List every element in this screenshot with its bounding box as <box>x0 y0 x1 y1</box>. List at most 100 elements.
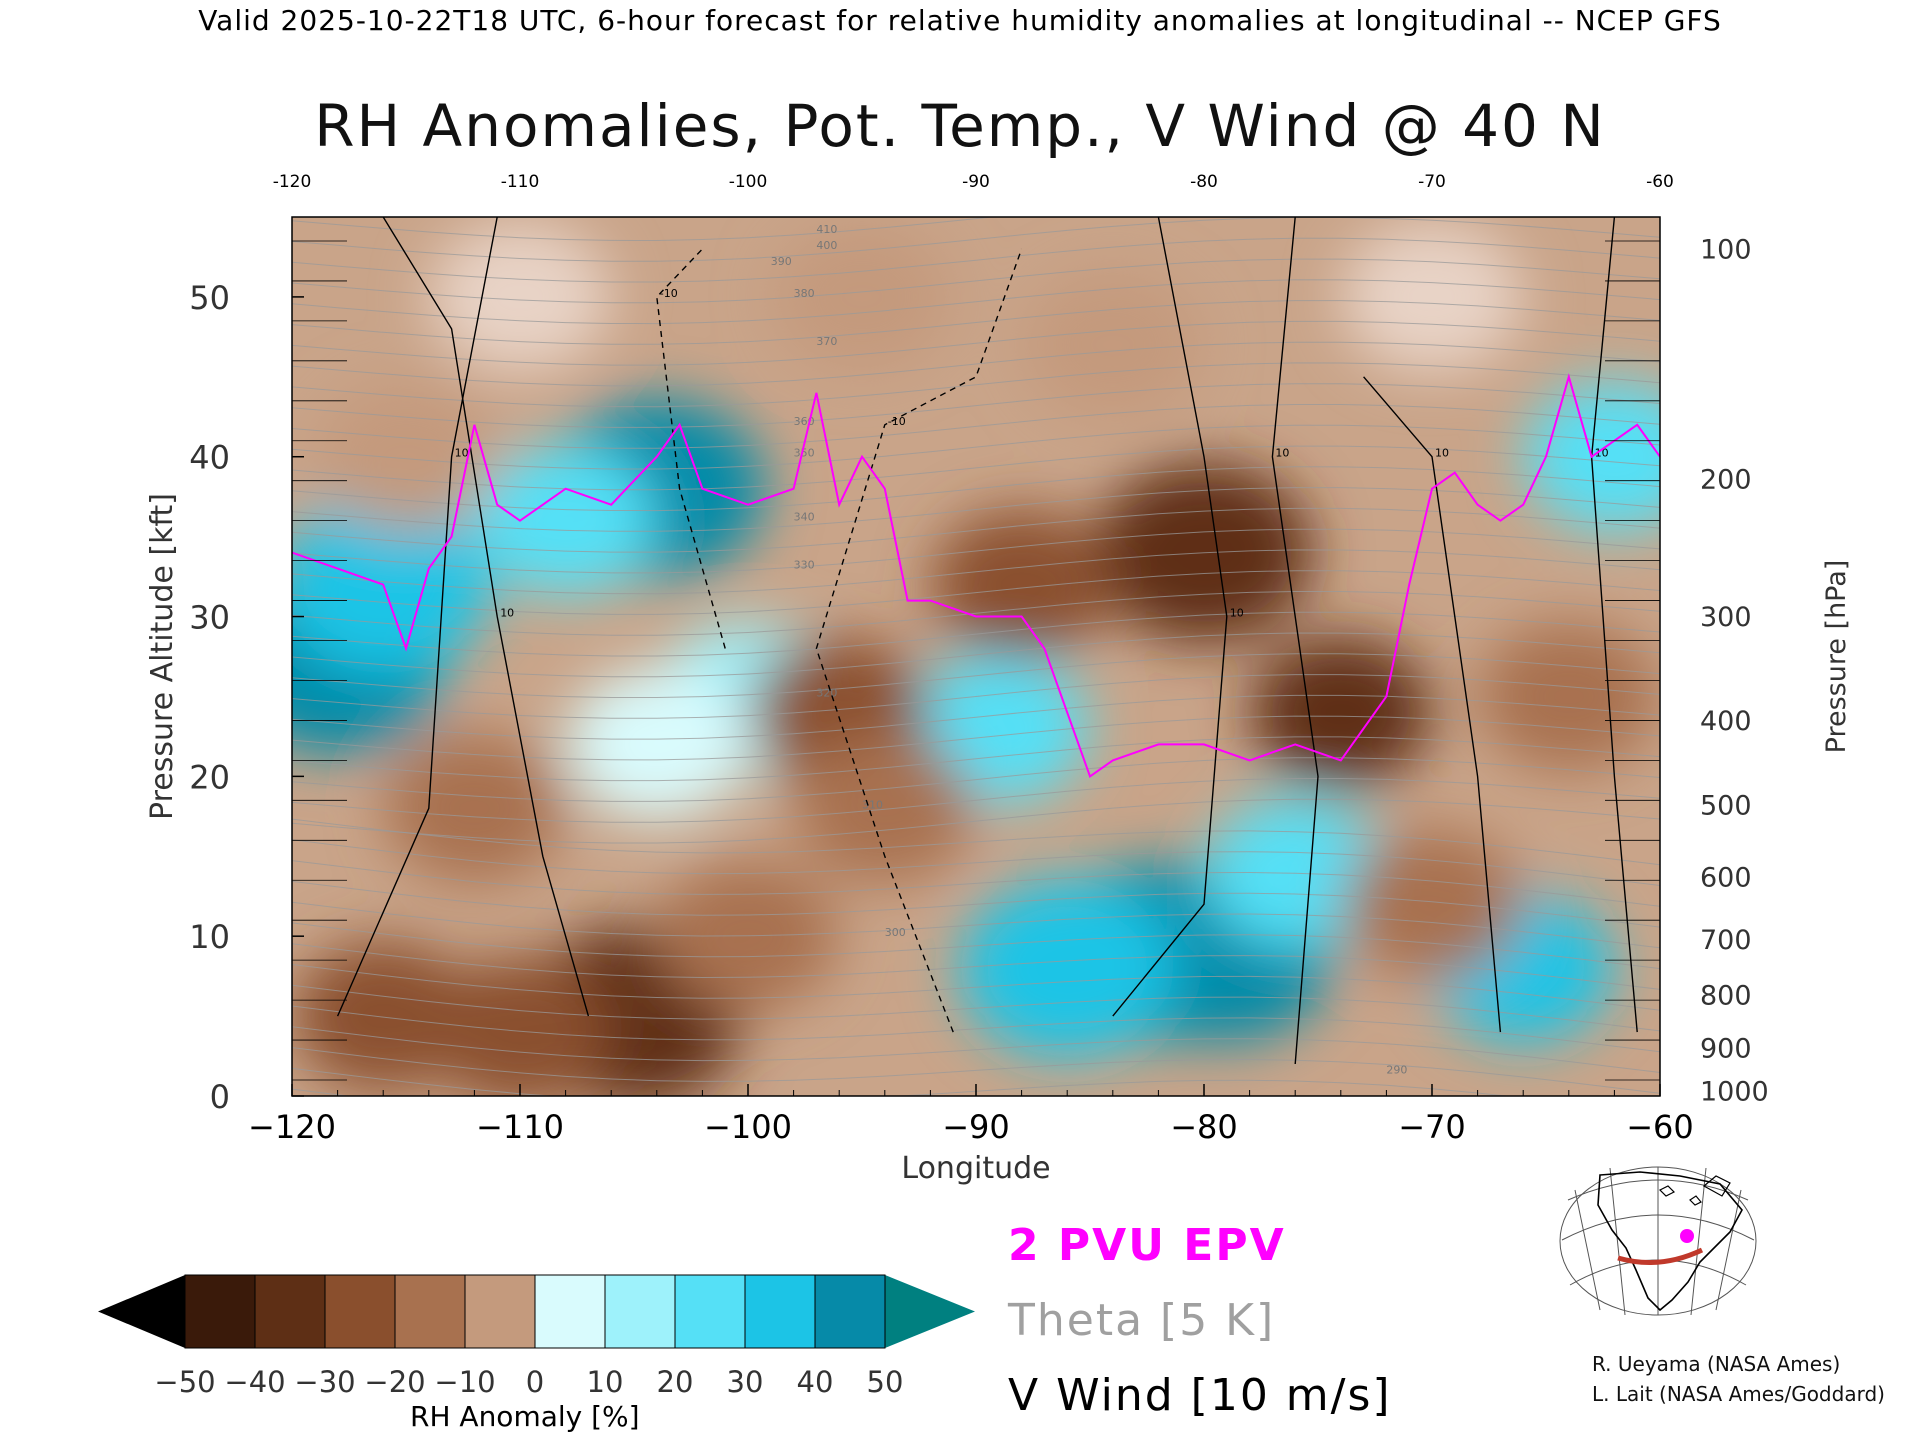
theta-contour-label: 400 <box>816 239 837 252</box>
pressure-tick-label: 200 <box>1700 465 1752 496</box>
rh-anomaly-cell <box>772 221 952 372</box>
y-tick-label: 0 <box>210 1078 230 1116</box>
theta-contour <box>292 445 1660 491</box>
pressure-tick-label: 400 <box>1700 706 1752 737</box>
x-tick-label: −70 <box>1398 1108 1466 1146</box>
theta-contour <box>292 237 1660 283</box>
theta-contour-label: 330 <box>794 559 815 572</box>
colorbar-swatch <box>184 1274 256 1349</box>
rh-anomaly-cell <box>1342 829 1522 980</box>
rh-anomaly-cell <box>566 669 747 820</box>
colorbar-tick-label: 40 <box>797 1365 834 1399</box>
rh-anomaly-cell <box>931 509 1112 660</box>
pressure-tick-label: 700 <box>1700 925 1752 956</box>
v-wind-contour-label: 10 <box>455 447 469 460</box>
theta-contour <box>292 778 1660 823</box>
legend-epv: 2 PVU EPV <box>1008 1220 1286 1271</box>
theta-contour <box>292 591 1660 636</box>
theta-contour <box>292 217 997 242</box>
v-wind-contour <box>382 217 590 1017</box>
theta-contour-label: 350 <box>794 447 815 460</box>
colorbar-tick-label: 0 <box>526 1365 544 1399</box>
chart-title: RH Anomalies, Pot. Temp., V Wind @ 40 N <box>314 92 1606 160</box>
x-tick-label: −120 <box>248 1108 336 1146</box>
theta-contour <box>292 341 1660 387</box>
colorbar-tick-label: 30 <box>727 1365 764 1399</box>
y-axis-label: Pressure Altitude [kft] <box>145 493 180 820</box>
theta-contour <box>292 424 1660 470</box>
v-wind-contour-label: -10 <box>888 415 906 428</box>
credit-line-2: L. Lait (NASA Ames/Goddard) <box>1592 1382 1885 1406</box>
v-wind-contour <box>1590 217 1638 1033</box>
colorbar-over-triangle <box>885 1275 975 1348</box>
pressure-tick-label: 900 <box>1700 1033 1752 1064</box>
theta-contour <box>292 1005 1660 1053</box>
inset-land <box>1597 1171 1743 1312</box>
top-tick-label: -90 <box>962 172 990 192</box>
rh-anomaly-cell <box>293 941 474 1092</box>
rh-anomaly-cell <box>1250 637 1431 788</box>
theta-contour <box>292 279 1660 325</box>
theta-contour <box>292 611 1660 657</box>
theta-contour-label: 410 <box>816 223 837 236</box>
rh-anomaly-cell <box>475 445 656 596</box>
legend-vwind: V Wind [10 m/s] <box>1008 1370 1392 1421</box>
pressure-tick-label: 1000 <box>1700 1077 1769 1108</box>
v-wind-contour <box>1363 376 1502 1033</box>
rh-anomaly-cell <box>794 733 975 884</box>
inset-location-marker <box>1680 1229 1694 1243</box>
colorbar-tick-label: 20 <box>657 1365 694 1399</box>
colorbar-swatch <box>394 1274 466 1349</box>
top-tick-label: -110 <box>501 172 540 192</box>
colorbar-swatch <box>534 1274 606 1349</box>
x-axis-label: Longitude <box>901 1151 1050 1186</box>
v-wind-contour-label: 10 <box>1595 447 1609 460</box>
theta-contour <box>292 217 1660 262</box>
theta-contour-label: 320 <box>816 686 837 699</box>
x-tick-label: −110 <box>476 1108 564 1146</box>
top-tick-label: -100 <box>729 172 768 192</box>
x-tick-label: −90 <box>942 1108 1010 1146</box>
theta-contour <box>292 674 1660 719</box>
theta-contour <box>292 507 1660 553</box>
colorbar-tick-label: −40 <box>224 1365 285 1399</box>
pressure-tick-label: 300 <box>1700 602 1752 633</box>
x-tick-label: −80 <box>1170 1108 1238 1146</box>
legend-theta: Theta [5 K] <box>1008 1295 1276 1346</box>
theta-contour <box>292 632 1660 678</box>
pressure-tick-label: 500 <box>1700 791 1752 822</box>
theta-contour <box>292 258 1660 304</box>
theta-contour <box>292 362 1660 408</box>
colorbar-swatch <box>254 1274 326 1349</box>
theta-contour <box>292 922 1660 970</box>
theta-contour <box>292 1026 1660 1073</box>
theta-contour-label: 380 <box>794 287 815 300</box>
y-tick-label: 50 <box>189 279 230 317</box>
v-wind-contour-label: -10 <box>660 287 678 300</box>
top-tick-label: -120 <box>273 172 312 192</box>
theta-contour <box>292 798 1660 844</box>
x-tick-label: −60 <box>1626 1108 1694 1146</box>
pressure-tick-label: 100 <box>1700 234 1752 265</box>
theta-contour-label: 340 <box>794 511 815 524</box>
theta-contour <box>292 1047 1660 1094</box>
rh-anomaly-cell <box>1205 797 1386 948</box>
rh-anomaly-cell <box>1478 621 1659 772</box>
colorbar-tick-label: −20 <box>364 1365 425 1399</box>
rh-anomaly-cell <box>384 733 565 884</box>
theta-contour <box>292 860 1660 907</box>
theta-contour <box>292 549 1660 595</box>
theta-contour <box>292 715 1660 761</box>
theta-contour-label: 290 <box>1386 1064 1407 1077</box>
theta-contour <box>292 943 1660 990</box>
theta-contour <box>292 880 1660 928</box>
theta-contour <box>292 528 1660 574</box>
rh-anomaly-cell <box>430 221 610 372</box>
colorbar-swatch <box>744 1274 816 1349</box>
y-axis-right-label: Pressure [hPa] <box>1821 560 1852 754</box>
theta-contour-label: 390 <box>771 255 792 268</box>
rh-anomaly-cell <box>1022 269 1203 420</box>
v-wind-contour <box>815 248 1023 1033</box>
theta-contour-label: 420 <box>383 207 404 220</box>
x-tick-label: −100 <box>704 1108 792 1146</box>
